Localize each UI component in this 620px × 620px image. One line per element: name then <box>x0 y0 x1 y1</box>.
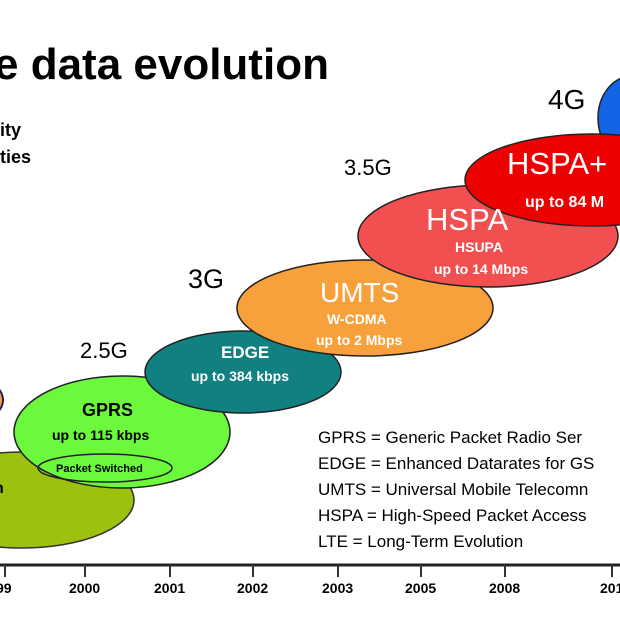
umts-sub: W-CDMA <box>327 311 387 327</box>
timeline-year: 2000 <box>69 580 101 596</box>
gen-label-2-5g: 2.5G <box>80 338 128 363</box>
gen-label-3g: 3G <box>188 264 225 294</box>
gprs-bubble <box>13 375 231 489</box>
hspaplus-speed: up to 84 M <box>525 194 605 211</box>
packet-switched-ellipse <box>37 453 173 483</box>
hspaplus-bubble <box>464 133 620 227</box>
timeline-year: 2001 <box>154 580 186 596</box>
legend: GPRS = Generic Packet Radio Ser EDGE = E… <box>318 425 594 555</box>
umts-bubble <box>236 259 494 357</box>
side-text-1: ity <box>0 120 22 140</box>
timeline-year: 99 <box>0 580 12 596</box>
legend-hspa: HSPA = High-Speed Packet Access <box>318 506 587 525</box>
gprs-note: Packet Switched <box>56 463 143 475</box>
orange-bubble-partial <box>0 389 4 411</box>
gprs-speed: up to 115 kbps <box>52 427 150 443</box>
umts-name: UMTS <box>320 277 400 308</box>
side-text-2: ties <box>0 147 32 167</box>
edge-name: EDGE <box>221 343 270 362</box>
timeline-year: 2003 <box>322 580 354 596</box>
timeline-year: 2008 <box>489 580 521 596</box>
gen-label-3-5g: 3.5G <box>344 155 392 180</box>
timeline-year: 2005 <box>405 580 437 596</box>
timeline-year: 2002 <box>237 580 269 596</box>
edge-bubble <box>144 330 342 414</box>
hspa-sub: HSUPA <box>455 239 503 255</box>
hspaplus-name: HSPA+ <box>507 146 608 181</box>
olive-label: n <box>0 480 4 498</box>
gprs-name: GPRS <box>82 400 134 420</box>
timeline-year: 201 <box>600 580 620 596</box>
umts-speed: up to 2 Mbps <box>316 332 403 348</box>
gen-label-4g: 4G <box>548 84 586 115</box>
legend-umts: UMTS = Universal Mobile Telecomn <box>318 480 589 499</box>
hspa-name: HSPA <box>426 202 509 237</box>
slide-title: e data evolution <box>0 40 329 89</box>
legend-edge: EDGE = Enhanced Datarates for GS <box>318 454 595 473</box>
hspa-speed: up to 14 Mbps <box>434 261 529 277</box>
edge-speed: up to 384 kbps <box>191 368 290 384</box>
legend-gprs: GPRS = Generic Packet Radio Ser <box>318 428 583 447</box>
legend-lte: LTE = Long-Term Evolution <box>318 532 524 551</box>
